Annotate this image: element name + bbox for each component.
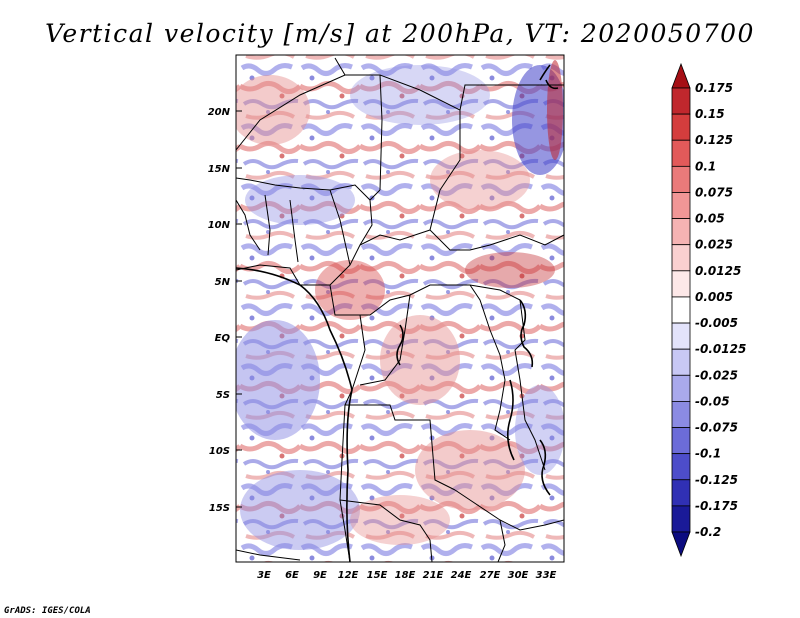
colorbar-label: -0.005 [695, 316, 738, 330]
lon-label: 3E [257, 570, 271, 581]
colorbar-label: 0.175 [695, 81, 733, 95]
colorbar-swatch [671, 296, 691, 324]
colorbar-label: -0.2 [695, 525, 721, 539]
colorbar-swatch [671, 505, 691, 533]
grads-credit: GrADS: IGES/COLA [4, 606, 91, 616]
lon-label: 30E [508, 570, 529, 581]
lat-label: 15N [208, 164, 231, 175]
colorbar-swatch [671, 113, 691, 141]
colorbar-swatch [671, 244, 691, 272]
colorbar-swatch [671, 165, 691, 193]
colorbar-bottom-arrow [671, 531, 691, 558]
colorbar-swatch [671, 192, 691, 219]
lat-label: 5S [216, 390, 230, 401]
lon-label: 12E [338, 570, 359, 581]
colorbar-swatch [671, 270, 691, 298]
colorbar-swatch [671, 374, 691, 402]
lat-label: 10N [208, 220, 231, 231]
colorbar-label: 0.075 [695, 185, 733, 199]
colorbar-label: 0.005 [695, 290, 733, 304]
lon-label: 27E [480, 570, 501, 581]
colorbar-swatch [671, 87, 691, 115]
lon-axis: 3E 6E 9E 12E 15E 18E 21E 24E 27E 30E 33E [257, 570, 556, 581]
lat-axis: 20N 15N 10N 5N EQ 5S 10S 15S [208, 107, 242, 514]
colorbar-label: 0.0125 [695, 264, 741, 278]
colorbar-swatch [671, 479, 691, 507]
colorbar-top-arrow [671, 62, 691, 89]
colorbar-swatch [671, 348, 691, 376]
map-frame [235, 54, 565, 563]
lat-label: 10S [209, 446, 230, 457]
colorbar-label: -0.05 [695, 394, 730, 408]
colorbar-swatch [671, 139, 691, 167]
colorbar-label: 0.15 [695, 107, 725, 121]
colorbar-label: -0.175 [695, 499, 738, 513]
vertical-velocity-map [236, 55, 564, 562]
colorbar-swatch [671, 453, 691, 481]
colorbar-label: 0.05 [695, 212, 725, 226]
lat-label: 5N [215, 277, 231, 288]
colorbar-label: 0.125 [695, 133, 733, 147]
lon-label: 33E [536, 570, 557, 581]
colorbar: 0.175 0.15 0.125 0.1 0.075 0.05 0.025 0.0125 0.0… [671, 62, 746, 558]
colorbar-label: -0.0125 [695, 342, 746, 356]
lon-label: 9E [313, 570, 327, 581]
colorbar-label: -0.125 [695, 473, 738, 487]
colorbar-swatch [671, 427, 691, 455]
lon-label: 24E [451, 570, 472, 581]
lon-label: 6E [285, 570, 299, 581]
colorbar-swatch [671, 322, 691, 350]
coastlines [236, 64, 559, 562]
lon-label: 21E [423, 570, 444, 581]
colorbar-label: -0.025 [695, 368, 738, 382]
colorbar-label: -0.075 [695, 421, 738, 435]
colorbar-swatch [671, 401, 691, 428]
lat-label: 15S [209, 503, 230, 514]
map-title: Vertical velocity [m/s] at 200hPa, VT: 2… [45, 19, 755, 48]
lat-label: EQ [215, 333, 231, 344]
country-borders [236, 57, 564, 562]
colorbar-label: 0.025 [695, 238, 733, 252]
colorbar-label: -0.1 [695, 447, 721, 461]
lat-label: 20N [208, 107, 231, 118]
lon-label: 15E [367, 570, 388, 581]
colorbar-label: 0.1 [695, 159, 716, 173]
lon-label: 18E [395, 570, 416, 581]
colorbar-swatch [671, 218, 691, 246]
